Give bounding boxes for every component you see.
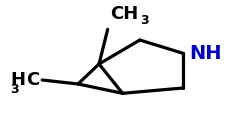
Text: 3: 3 [140, 14, 148, 27]
Text: H: H [10, 71, 25, 89]
Text: CH: CH [110, 5, 138, 23]
Text: C: C [26, 71, 39, 89]
Text: NH: NH [189, 44, 222, 63]
Text: 3: 3 [10, 83, 19, 96]
